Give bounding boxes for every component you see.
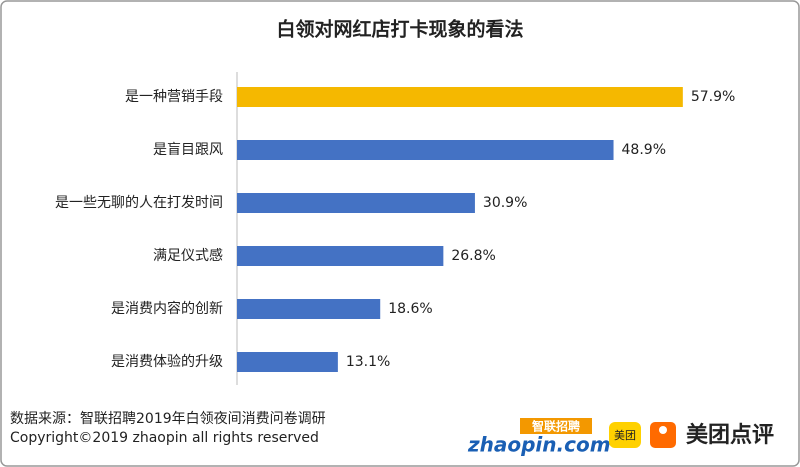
logo-meituan: 美团 bbox=[614, 429, 636, 442]
bar bbox=[237, 140, 614, 160]
bar bbox=[237, 246, 444, 266]
category-label: 是消费体验的升级 bbox=[111, 354, 223, 370]
value-label: 26.8% bbox=[451, 248, 495, 264]
bar bbox=[237, 352, 338, 372]
logo-dianping: 美团点评 bbox=[686, 422, 774, 448]
logo-badge bbox=[609, 422, 641, 448]
category-label: 是一种营销手段 bbox=[125, 89, 223, 105]
copyright: Copyright©2019 zhaopin all rights reserv… bbox=[10, 430, 319, 446]
value-label: 57.9% bbox=[691, 89, 735, 105]
bar bbox=[237, 299, 381, 319]
category-label: 是消费内容的创新 bbox=[111, 300, 223, 317]
logo-zhaopin-cn: 智联招聘 bbox=[531, 419, 580, 434]
logo-bg bbox=[520, 418, 592, 434]
value-label: 30.9% bbox=[483, 195, 527, 211]
bar bbox=[237, 193, 475, 213]
logo-icon bbox=[650, 422, 676, 448]
chart-title: 白领对网红店打卡现象的看法 bbox=[276, 18, 523, 41]
bar bbox=[237, 87, 683, 107]
source-note: 数据来源：智联招聘2019年白领夜间消费问卷调研 bbox=[10, 411, 326, 427]
logo-zhaopin-en: zhaopin.com bbox=[467, 433, 611, 457]
value-label: 18.6% bbox=[388, 301, 432, 317]
logo-icon-dot bbox=[659, 426, 667, 434]
value-label: 13.1% bbox=[346, 354, 390, 370]
value-label: 48.9% bbox=[622, 142, 666, 158]
category-label: 满足仪式感 bbox=[153, 247, 223, 264]
category-label: 是一些无聊的人在打发时间 bbox=[55, 194, 223, 211]
category-label: 是盲目跟风 bbox=[153, 141, 223, 158]
